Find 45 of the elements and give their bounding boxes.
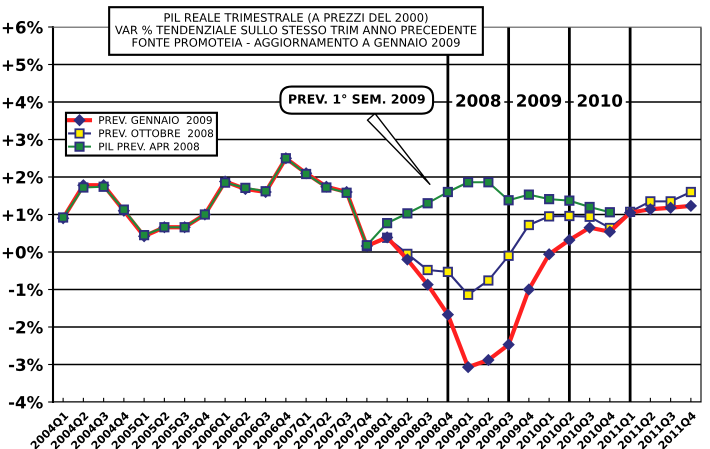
legend-label: PREV. GENNAIO 2009 <box>99 116 212 124</box>
point <box>220 178 230 188</box>
y-tick-label: -4% <box>8 396 43 409</box>
point <box>564 210 574 222</box>
point <box>686 186 696 198</box>
point <box>402 208 412 218</box>
point <box>584 202 595 212</box>
legend-label: PREV. OTTOBRE 2008 <box>99 129 214 138</box>
point <box>240 182 250 193</box>
y-tick-label: -1% <box>8 283 43 296</box>
point <box>442 266 453 277</box>
point <box>584 212 595 222</box>
point <box>564 196 574 206</box>
point <box>524 190 534 200</box>
y-tick-label: +1% <box>2 208 43 222</box>
point <box>544 211 554 222</box>
chart-title: PIL REALE TRIMESTRALE (A PREZZI DEL 2000) VAR % TENDENZIALE SULLO STESSO TRIM ANNO PRECEDENTE FONTE PROMOTEIA - AGGIORNAMENTO A GENNAIO 2009 <box>115 12 476 47</box>
point <box>524 220 534 230</box>
point <box>78 182 88 193</box>
y-tick-label: +4% <box>2 96 43 109</box>
point <box>98 182 109 192</box>
annotation: PREV. 1° SEM. 2009 <box>289 94 425 104</box>
annotation: 2010 <box>578 94 622 107</box>
point <box>483 275 494 286</box>
point <box>422 198 433 208</box>
point <box>422 264 433 276</box>
point <box>504 250 514 261</box>
point <box>544 194 554 204</box>
point <box>382 218 392 228</box>
y-tick-label: +3% <box>2 133 43 146</box>
annotation: 2008 <box>456 94 500 107</box>
y-tick-label: -3% <box>8 358 43 372</box>
point <box>504 195 514 206</box>
y-tick-label: +2% <box>2 170 43 184</box>
point <box>442 186 453 198</box>
y-tick-label: +5% <box>2 58 43 72</box>
y-tick-label: +0% <box>2 246 43 259</box>
y-tick-label: -2% <box>8 320 43 334</box>
point <box>483 177 494 188</box>
point <box>604 207 615 218</box>
point <box>463 177 474 188</box>
legend-label: PIL PREV. APR 2008 <box>99 142 200 150</box>
annotation: 2009 <box>517 94 562 107</box>
y-tick-label: +6% <box>2 20 43 34</box>
point <box>463 290 474 300</box>
